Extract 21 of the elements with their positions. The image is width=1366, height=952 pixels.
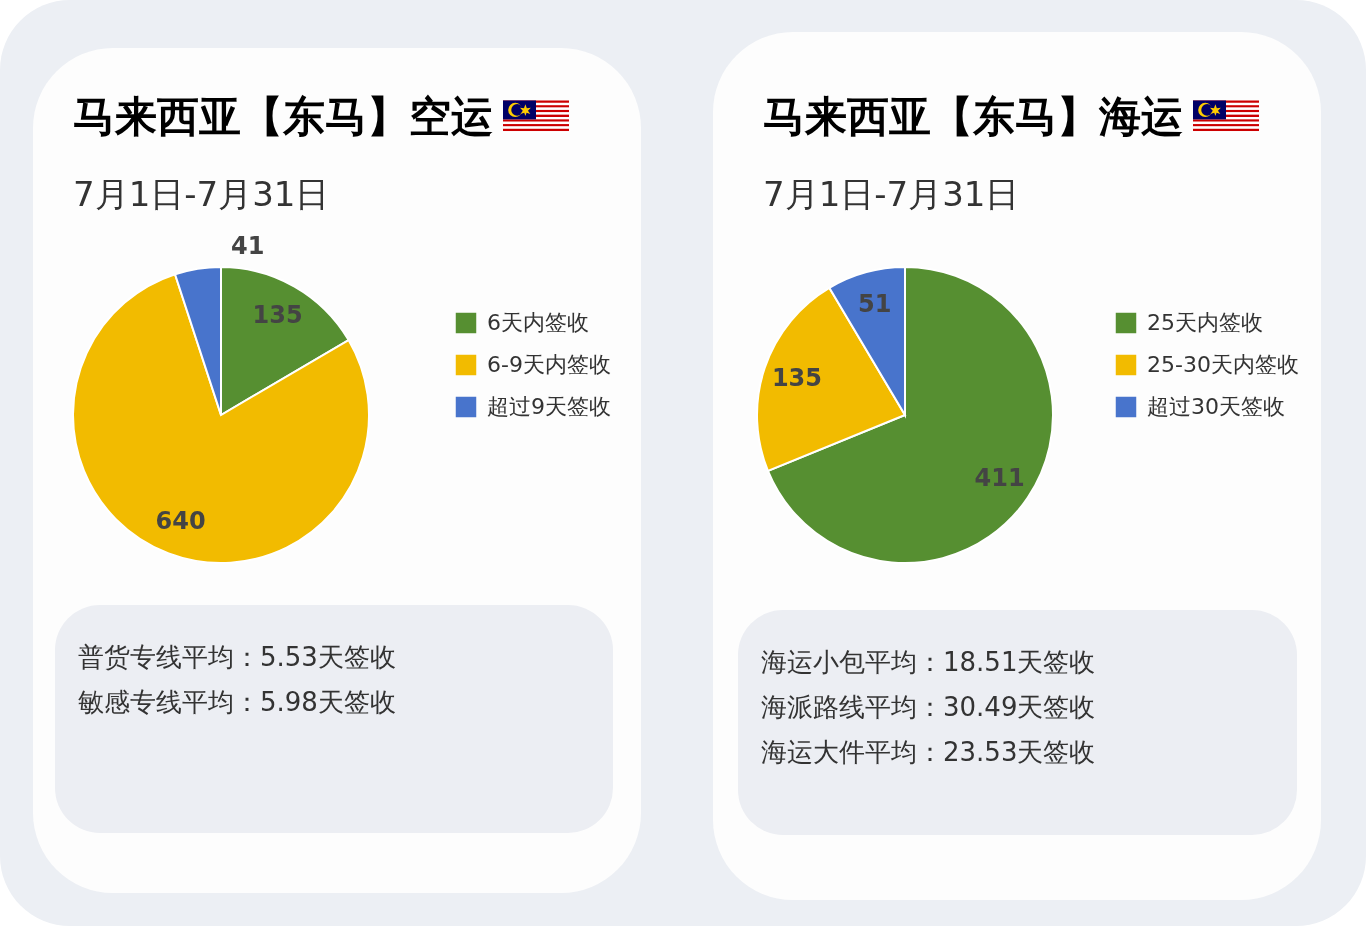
data-label: 135 (252, 301, 303, 330)
text: 敏感专线平均：5.98天签收 (77, 686, 397, 719)
legend-label: 6-9天内签收 (487, 352, 611, 377)
text: 普货专线平均：5.53天签收 (77, 641, 397, 674)
chart-title: 马来西亚【东马】海运 (763, 92, 1183, 142)
text: 海派路线平均：30.49天签收 (760, 691, 1097, 724)
data-label: 411 (974, 463, 1025, 492)
data-label: 51 (858, 290, 892, 319)
chart-subtitle: 7月1日-7月31日 (73, 174, 330, 214)
text: 海运小包平均：18.51天签收 (760, 646, 1097, 679)
chart-title: 马来西亚【东马】空运 (73, 92, 493, 142)
legend-label: 超过9天签收 (487, 394, 611, 419)
text: 海运大件平均：23.53天签收 (760, 736, 1097, 769)
chart-subtitle: 7月1日-7月31日 (763, 174, 1020, 214)
data-label: 135 (771, 363, 823, 392)
data-label: 640 (155, 506, 206, 535)
legend-label: 25天内签收 (1147, 310, 1263, 335)
legend-label: 25-30天内签收 (1147, 352, 1299, 377)
legend-label: 超过30天签收 (1147, 394, 1285, 419)
data-label: 41 (231, 232, 265, 261)
legend-label: 6天内签收 (487, 310, 589, 335)
